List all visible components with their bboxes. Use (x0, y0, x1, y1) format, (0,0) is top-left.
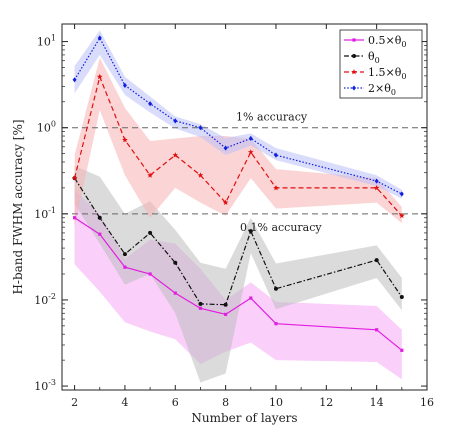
series-0-point-7 (249, 296, 253, 300)
y-axis-label: H-band FWHM accuracy [%] (11, 119, 25, 294)
series-3-point-8 (273, 152, 278, 158)
x-tick-label-6: 14 (370, 396, 384, 409)
plot-frame (61, 23, 428, 391)
series-line-3 (74, 36, 403, 195)
series-1-point-4 (173, 260, 178, 265)
x-tick-label-5: 12 (319, 396, 333, 409)
series-2-point-1 (96, 73, 103, 80)
series-1-point-1 (97, 215, 102, 220)
legend-marker-3 (352, 85, 356, 91)
series-3-point-6 (223, 145, 228, 151)
series-3-point-10 (399, 191, 404, 197)
series-2-point-6 (222, 199, 229, 206)
series-1-point-3 (148, 230, 153, 235)
series-3-point-0 (72, 77, 77, 83)
series-0-point-9 (375, 328, 379, 332)
series-2-point-8 (273, 184, 279, 191)
y-tick-label-4: 101 (37, 34, 56, 49)
y-tick-label-3: 100 (37, 120, 56, 135)
x-tick-label-0: 2 (71, 396, 78, 409)
series-0-point-6 (224, 312, 228, 316)
legend-marker-1 (352, 54, 356, 58)
series-3-point-3 (148, 101, 153, 107)
series-2-point-7 (247, 149, 254, 155)
x-axis-label: Number of layers (191, 411, 297, 425)
reference-label-0: 1% accuracy (236, 111, 308, 124)
series-1-point-2 (122, 252, 127, 257)
series-2-point-9 (373, 184, 380, 191)
series-1-point-9 (374, 258, 379, 263)
series-0-point-5 (198, 306, 203, 310)
series-2-point-0 (71, 175, 78, 181)
x-tick-label-3: 8 (222, 396, 229, 409)
series-3-point-5 (198, 125, 203, 131)
series-band-1 (74, 165, 402, 383)
series-0-point-10 (400, 348, 404, 352)
x-tick-label-7: 16 (420, 396, 434, 409)
series-band-3 (74, 30, 402, 199)
series-1-point-8 (273, 286, 278, 291)
series-2-point-2 (122, 136, 128, 143)
series-0-point-8 (274, 322, 278, 326)
legend-marker-0 (352, 38, 356, 42)
series-3-point-1 (97, 35, 102, 41)
x-tick-label-2: 6 (172, 396, 179, 409)
series-band-0 (74, 189, 402, 380)
series-2-point-10 (398, 212, 405, 219)
legend-label-0: 0.5×θ0 (368, 34, 406, 49)
series-1-point-6 (223, 302, 228, 307)
series-2-point-5 (197, 172, 204, 178)
series-2-point-3 (147, 172, 153, 178)
y-tick-label-1: 10-2 (34, 292, 56, 307)
axes: 2 4 6 8 10 12 14 16 10-3 10-2 10-1 100 101 Number of … (11, 23, 434, 425)
reference-lines: 1% accuracy 0.1% accuracy (62, 111, 427, 234)
y-tick-label-0: 10-3 (34, 378, 56, 393)
series-3-point-9 (374, 178, 379, 184)
legend-label-1: θ0 (368, 50, 380, 65)
series-0-point-4 (173, 291, 177, 295)
x-tick-label-4: 10 (269, 396, 283, 409)
series-0-point-1 (98, 232, 102, 236)
series-0-point-0 (72, 216, 77, 220)
series-2-point-4 (172, 152, 179, 158)
legend-marker-2 (351, 69, 357, 75)
series-lines (71, 35, 405, 352)
legend-label-3: 2×θ0 (368, 82, 396, 97)
series-0-point-3 (148, 272, 152, 276)
x-tick-label-1: 4 (121, 396, 128, 409)
series-1-point-7 (248, 229, 253, 234)
series-1-point-5 (198, 301, 203, 306)
confidence-bands (74, 30, 402, 383)
series-0-point-2 (123, 265, 127, 269)
series-3-point-7 (248, 135, 253, 142)
series-1-point-10 (399, 295, 404, 300)
series-3-point-2 (122, 82, 127, 88)
legend-label-2: 1.5×θ0 (368, 66, 406, 81)
y-tick-label-2: 10-1 (34, 206, 56, 221)
series-3-point-4 (173, 118, 178, 124)
reference-label-1: 0.1% accuracy (240, 221, 322, 234)
